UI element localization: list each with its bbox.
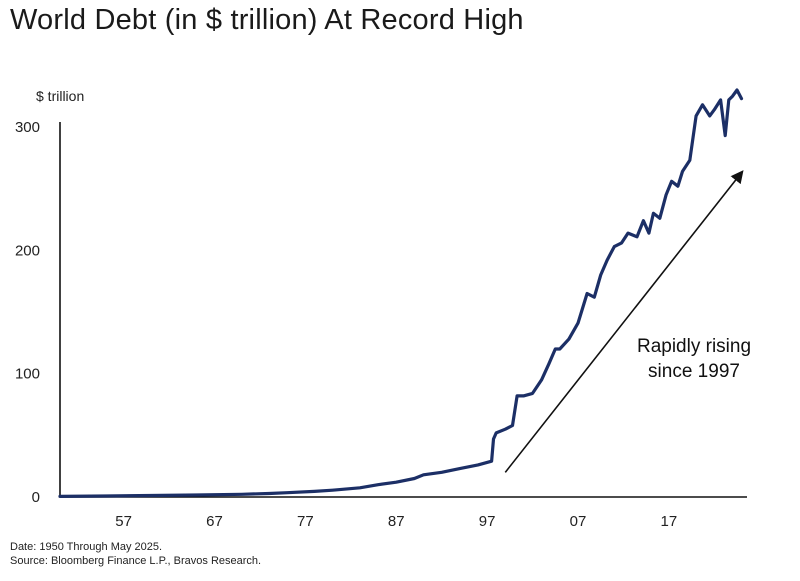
y-tick-label: 0 <box>32 489 40 506</box>
x-tick-label: 67 <box>206 513 223 530</box>
chart-title: World Debt (in $ trillion) At Record Hig… <box>10 4 524 36</box>
annotation-arrow <box>504 170 744 473</box>
y-unit-label: $ trillion <box>36 88 84 104</box>
x-tick-label: 17 <box>661 513 678 530</box>
y-tick-label: 300 <box>15 119 40 136</box>
annotation-text-line: since 1997 <box>648 361 740 382</box>
y-tick-label: 100 <box>15 366 40 383</box>
annotation-text-line: Rapidly rising <box>637 336 751 357</box>
footer: Date: 1950 Through May 2025. Source: Blo… <box>10 540 261 568</box>
x-tick-label: 97 <box>479 513 496 530</box>
date-note: Date: 1950 Through May 2025. <box>10 541 163 553</box>
x-axis: 57 67 77 87 97 07 17 <box>60 496 747 530</box>
source-note: Source: Bloomberg Finance L.P., Bravos R… <box>10 555 262 567</box>
x-tick-label: 87 <box>388 513 405 530</box>
x-tick-label: 57 <box>115 513 132 530</box>
y-axis: 300 200 100 0 <box>15 119 61 506</box>
x-tick-label: 07 <box>570 513 587 530</box>
y-tick-label: 200 <box>15 242 40 259</box>
series-line-world-debt <box>58 88 744 498</box>
annotation: Rapidly rising since 1997 <box>637 336 751 382</box>
x-tick-label: 77 <box>297 513 314 530</box>
